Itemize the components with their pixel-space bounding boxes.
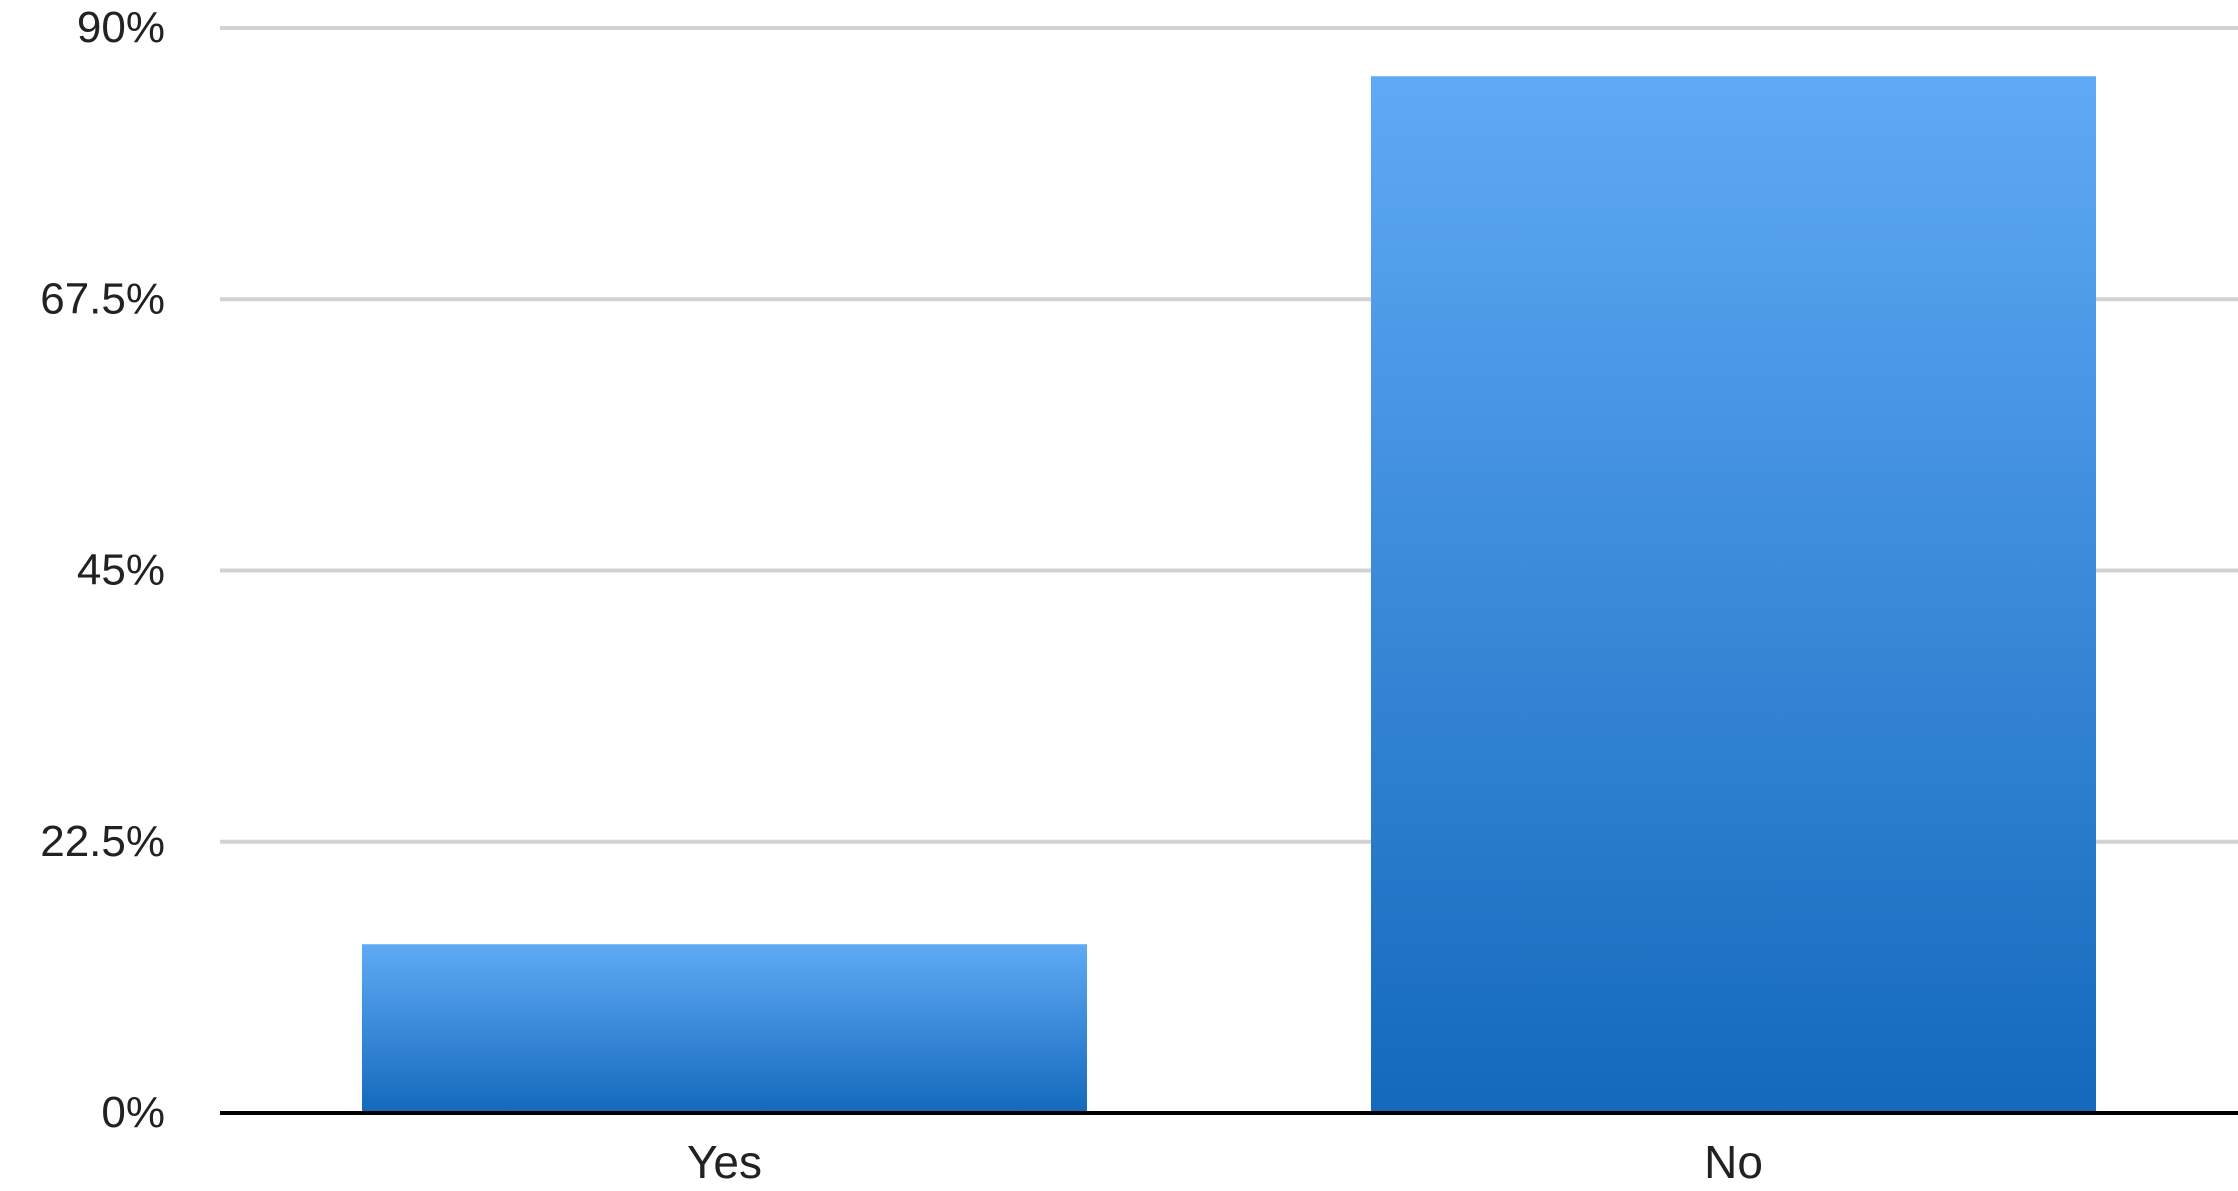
y-tick-label: 67.5% bbox=[40, 274, 165, 323]
bar-yes bbox=[362, 944, 1087, 1113]
y-tick-label: 90% bbox=[77, 3, 165, 52]
bar-no bbox=[1371, 76, 2096, 1114]
bars bbox=[362, 76, 2096, 1114]
y-tick-label: 0% bbox=[101, 1088, 165, 1137]
y-tick-label: 22.5% bbox=[40, 817, 165, 866]
x-tick-label: Yes bbox=[687, 1136, 762, 1186]
x-tick-label: No bbox=[1704, 1136, 1763, 1186]
y-tick-label: 45% bbox=[77, 546, 165, 595]
labels: 0% 22.5% 45% 67.5% 90% Yes No bbox=[40, 3, 1763, 1188]
